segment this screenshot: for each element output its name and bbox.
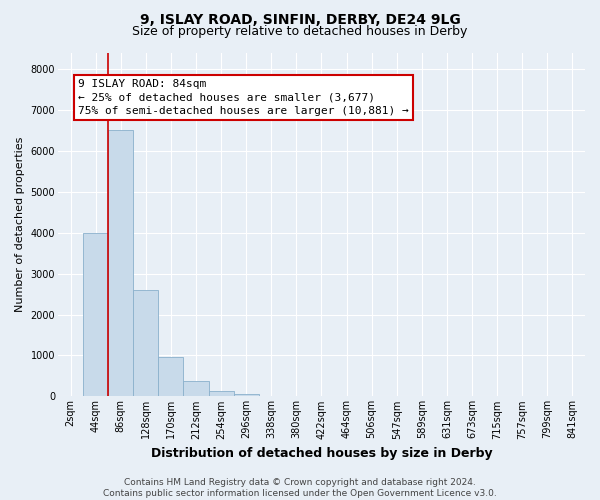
Text: 9, ISLAY ROAD, SINFIN, DERBY, DE24 9LG: 9, ISLAY ROAD, SINFIN, DERBY, DE24 9LG — [140, 12, 460, 26]
X-axis label: Distribution of detached houses by size in Derby: Distribution of detached houses by size … — [151, 447, 492, 460]
Bar — [83, 232, 108, 396]
Bar — [209, 391, 233, 396]
Bar — [158, 358, 184, 397]
Text: 9 ISLAY ROAD: 84sqm
← 25% of detached houses are smaller (3,677)
75% of semi-det: 9 ISLAY ROAD: 84sqm ← 25% of detached ho… — [78, 79, 409, 116]
Bar — [233, 394, 259, 396]
Bar — [184, 381, 209, 396]
Text: Size of property relative to detached houses in Derby: Size of property relative to detached ho… — [133, 25, 467, 38]
Bar — [108, 130, 133, 396]
Y-axis label: Number of detached properties: Number of detached properties — [15, 137, 25, 312]
Text: Contains HM Land Registry data © Crown copyright and database right 2024.
Contai: Contains HM Land Registry data © Crown c… — [103, 478, 497, 498]
Bar — [133, 290, 158, 397]
